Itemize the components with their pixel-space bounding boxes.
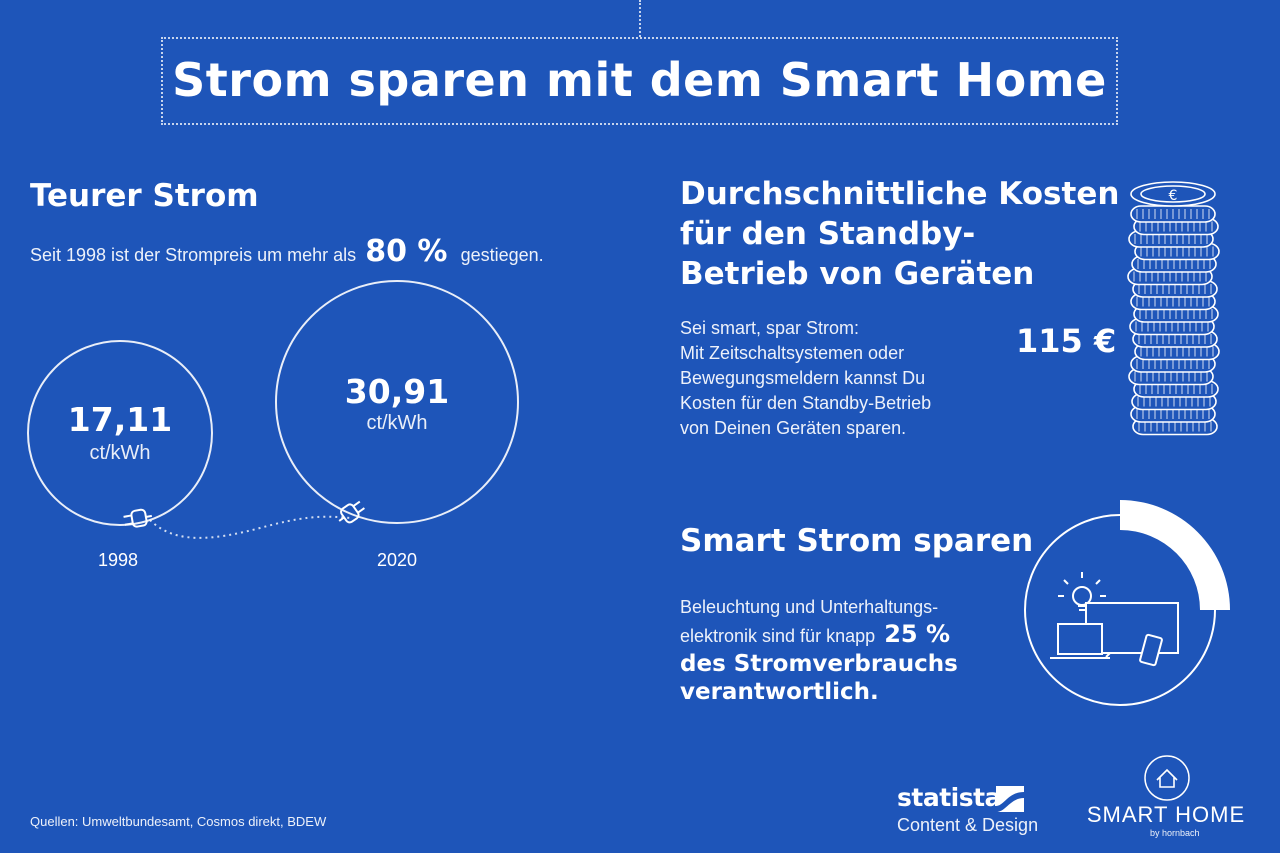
price-intro: Seit 1998 ist der Strompreis um mehr als… xyxy=(30,234,544,269)
smart-line2: elektronik sind für knapp xyxy=(680,626,876,646)
standby-body: Sei smart, spar Strom: Mit Zeitschaltsys… xyxy=(680,316,931,441)
title-frame xyxy=(161,37,1118,125)
price-1998-value: 17,11 xyxy=(67,400,173,439)
price-increase-value: 80 % xyxy=(365,234,448,269)
smarthome-logo-icon xyxy=(1144,755,1190,801)
smart-percent-value: 25 % xyxy=(884,620,951,648)
smarthome-logo-sub: by hornbach xyxy=(1150,828,1200,838)
statista-logo-text: statista xyxy=(897,783,1001,812)
coin-stack-icon: € xyxy=(1127,181,1220,436)
price-intro-after: gestiegen. xyxy=(460,245,544,265)
coin-top-inner xyxy=(1140,185,1206,203)
standby-heading-line: Durchschnittliche Kosten xyxy=(680,176,1120,212)
ring-share-segment xyxy=(1120,500,1230,610)
standby-body-line: Kosten für den Standby-Betrieb xyxy=(680,393,932,413)
plug-icon-2020 xyxy=(338,500,365,524)
dotted-cable xyxy=(149,515,351,539)
price-1998-unit: ct/kWh xyxy=(89,442,151,464)
standby-body-line: von Deinen Geräten sparen. xyxy=(680,418,907,438)
circle-1998 xyxy=(27,340,213,526)
teurer-strom-heading: Teurer Strom xyxy=(30,178,259,214)
smarthome-logo-text: SMART HOME xyxy=(1086,802,1246,827)
smart-line1: Beleuchtung und Unterhaltungs- xyxy=(680,597,939,617)
plug-icon-1998 xyxy=(123,508,152,528)
smart-line2-row: elektronik sind für knapp 25 % xyxy=(680,620,950,648)
price-2020-value: 30,91 xyxy=(344,372,450,411)
circle-2020 xyxy=(275,280,519,524)
smart-line3: des Stromverbrauchs xyxy=(680,651,958,677)
page-title: Strom sparen mit dem Smart Home xyxy=(172,53,1107,107)
price-2020-unit: ct/kWh xyxy=(366,412,428,434)
standby-heading-line: Betrieb von Geräten xyxy=(680,256,1035,292)
smart-emphasis: des Stromverbrauchs verantwortlich. xyxy=(680,650,958,706)
consumption-ring xyxy=(1024,500,1230,706)
devices-icon xyxy=(1050,572,1179,667)
standby-body-line: Mit Zeitschaltsystemen oder xyxy=(680,343,905,363)
smart-heading: Smart Strom sparen xyxy=(680,523,1034,559)
standby-cost-amount: 115 € xyxy=(1016,322,1117,360)
statista-subtitle: Content & Design xyxy=(897,815,1039,835)
standby-heading: Durchschnittliche Kosten für den Standby… xyxy=(680,174,1119,294)
euro-symbol: € xyxy=(1169,188,1178,204)
smart-line4: verantwortlich. xyxy=(680,679,879,705)
price-intro-before: Seit 1998 ist der Strompreis um mehr als xyxy=(30,245,357,265)
standby-body-line: Sei smart, spar Strom: xyxy=(680,318,860,338)
standby-heading-line: für den Standby- xyxy=(680,216,976,252)
year-1998-label: 1998 xyxy=(97,550,139,570)
year-2020-label: 2020 xyxy=(376,550,418,570)
standby-body-line: Bewegungsmeldern kannst Du xyxy=(680,368,926,388)
sources-text: Quellen: Umweltbundesamt, Cosmos direkt,… xyxy=(30,814,327,829)
title-connector xyxy=(639,0,641,37)
statista-logo-icon xyxy=(996,786,1024,812)
